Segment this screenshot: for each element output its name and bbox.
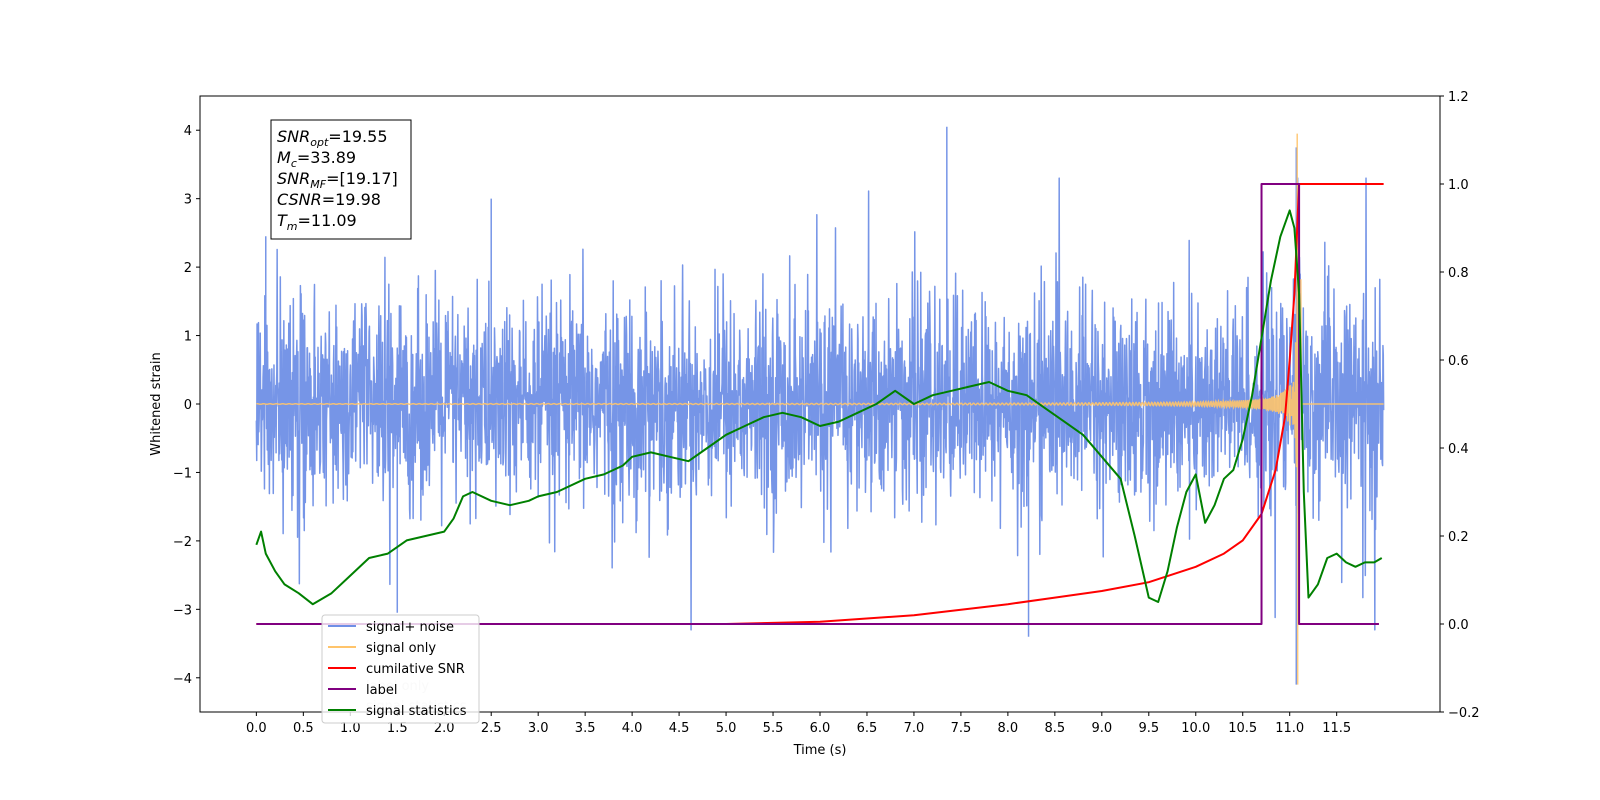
x-tick-label: 10.5 bbox=[1228, 721, 1257, 736]
legend-entry-label: label bbox=[366, 683, 397, 698]
y-axis-right: −0.2 0.0 0.2 0.4 0.6 0.8 1.0 1.2 bbox=[1440, 90, 1480, 721]
stat-line: Tm=11.09 bbox=[277, 211, 357, 233]
x-axis: 0.0 0.5 1.0 1.5 2.0 2.5 3.0 3.5 4.0 4.5 5.0 5.5 6.0 6… bbox=[246, 712, 1351, 736]
x-tick-label: 10.0 bbox=[1181, 721, 1210, 736]
y2-tick-label: 1.2 bbox=[1448, 90, 1469, 105]
x-tick-label: 3.5 bbox=[575, 721, 596, 736]
x-tick-label: 11.5 bbox=[1322, 721, 1351, 736]
x-tick-label: 9.0 bbox=[1091, 721, 1112, 736]
legend-entry-label: signal statistics bbox=[366, 704, 467, 719]
y-tick-label: 0 bbox=[184, 398, 192, 413]
x-tick-label: 3.0 bbox=[528, 721, 549, 736]
y-tick-label: 3 bbox=[184, 193, 192, 208]
x-tick-label: 0.5 bbox=[293, 721, 314, 736]
stat-symbol: M bbox=[277, 148, 291, 167]
legend-entry-label: cumilative SNR bbox=[366, 662, 465, 677]
label-line bbox=[256, 183, 1379, 625]
x-tick-label: 11.0 bbox=[1275, 721, 1304, 736]
stat-line: Mc=33.89 bbox=[277, 148, 356, 170]
stats-annotation-box: SNRopt=19.55Mc=33.89SNRMF=[19.17]CSNR=19… bbox=[270, 119, 412, 240]
x-tick-label: 1.0 bbox=[340, 721, 361, 736]
x-tick-label: 5.5 bbox=[763, 721, 784, 736]
y-tick-label: −1 bbox=[173, 466, 192, 481]
stat-value: =[19.17] bbox=[326, 169, 398, 188]
legend-entry-label: signal+ noise bbox=[366, 620, 454, 635]
cumulative-snr-line bbox=[256, 183, 1384, 625]
x-tick-label: 7.5 bbox=[951, 721, 972, 736]
x-tick-label: 4.5 bbox=[669, 721, 690, 736]
y-tick-label: −4 bbox=[173, 672, 192, 687]
stat-subscript: opt bbox=[310, 136, 329, 149]
stat-subscript: MF bbox=[310, 178, 326, 191]
signal-statistics-line bbox=[255, 209, 1383, 606]
legend: label onlysignal statisticssignal+ noise… bbox=[321, 614, 480, 724]
stat-line: CSNR=19.98 bbox=[277, 190, 381, 209]
x-tick-label: 6.0 bbox=[810, 721, 831, 736]
stats-box-frame bbox=[270, 119, 412, 240]
stat-line: SNRMF=[19.17] bbox=[277, 169, 398, 191]
y-tick-label: 1 bbox=[184, 330, 192, 345]
y-axis-label: Whitened strain bbox=[149, 352, 164, 455]
x-tick-label: 1.5 bbox=[387, 721, 408, 736]
x-tick-label: 8.0 bbox=[998, 721, 1019, 736]
legend-frame bbox=[321, 614, 480, 724]
stat-symbol: CSNR bbox=[277, 190, 322, 209]
y2-tick-label: 0.6 bbox=[1448, 354, 1469, 369]
stat-value: =11.09 bbox=[298, 211, 357, 230]
x-tick-label: 8.5 bbox=[1045, 721, 1066, 736]
stat-symbol: SNR bbox=[277, 127, 310, 146]
y2-tick-label: 0.0 bbox=[1448, 618, 1469, 633]
x-tick-label: 7.0 bbox=[904, 721, 925, 736]
x-tick-label: 5.0 bbox=[716, 721, 737, 736]
stat-value: =33.89 bbox=[297, 148, 356, 167]
y-axis-left: −4 −3 −2 −1 0 1 2 3 4 bbox=[173, 124, 200, 687]
stat-value: =19.55 bbox=[328, 127, 387, 146]
y-tick-label: 4 bbox=[184, 124, 192, 139]
stat-line: SNRopt=19.55 bbox=[277, 127, 388, 149]
legend-entry-label: signal only bbox=[366, 641, 436, 656]
x-tick-label: 2.5 bbox=[481, 721, 502, 736]
stat-subscript: m bbox=[287, 220, 298, 233]
y2-tick-label: 0.2 bbox=[1448, 530, 1469, 545]
x-tick-label: 4.0 bbox=[622, 721, 643, 736]
y2-tick-label: −0.2 bbox=[1448, 706, 1480, 721]
stat-value: =19.98 bbox=[322, 190, 381, 209]
y2-tick-label: 1.0 bbox=[1448, 178, 1469, 193]
x-tick-label: 2.0 bbox=[434, 721, 455, 736]
x-tick-label: 6.5 bbox=[857, 721, 878, 736]
stat-symbol: T bbox=[277, 211, 288, 230]
plot-area bbox=[255, 126, 1385, 685]
right-axis-series bbox=[255, 183, 1384, 625]
y2-tick-label: 0.8 bbox=[1448, 266, 1469, 281]
signal-noise-line bbox=[255, 126, 1385, 685]
stat-symbol: SNR bbox=[277, 169, 310, 188]
x-tick-label: 0.0 bbox=[246, 721, 267, 736]
x-tick-label: 9.5 bbox=[1138, 721, 1159, 736]
y-tick-label: −3 bbox=[173, 603, 192, 618]
x-axis-label: Time (s) bbox=[793, 743, 847, 758]
y2-tick-label: 0.4 bbox=[1448, 442, 1469, 457]
stat-subscript: c bbox=[291, 157, 297, 170]
y-tick-label: 2 bbox=[184, 261, 192, 276]
y-tick-label: −2 bbox=[173, 535, 192, 550]
series-signal-noise bbox=[255, 126, 1385, 685]
